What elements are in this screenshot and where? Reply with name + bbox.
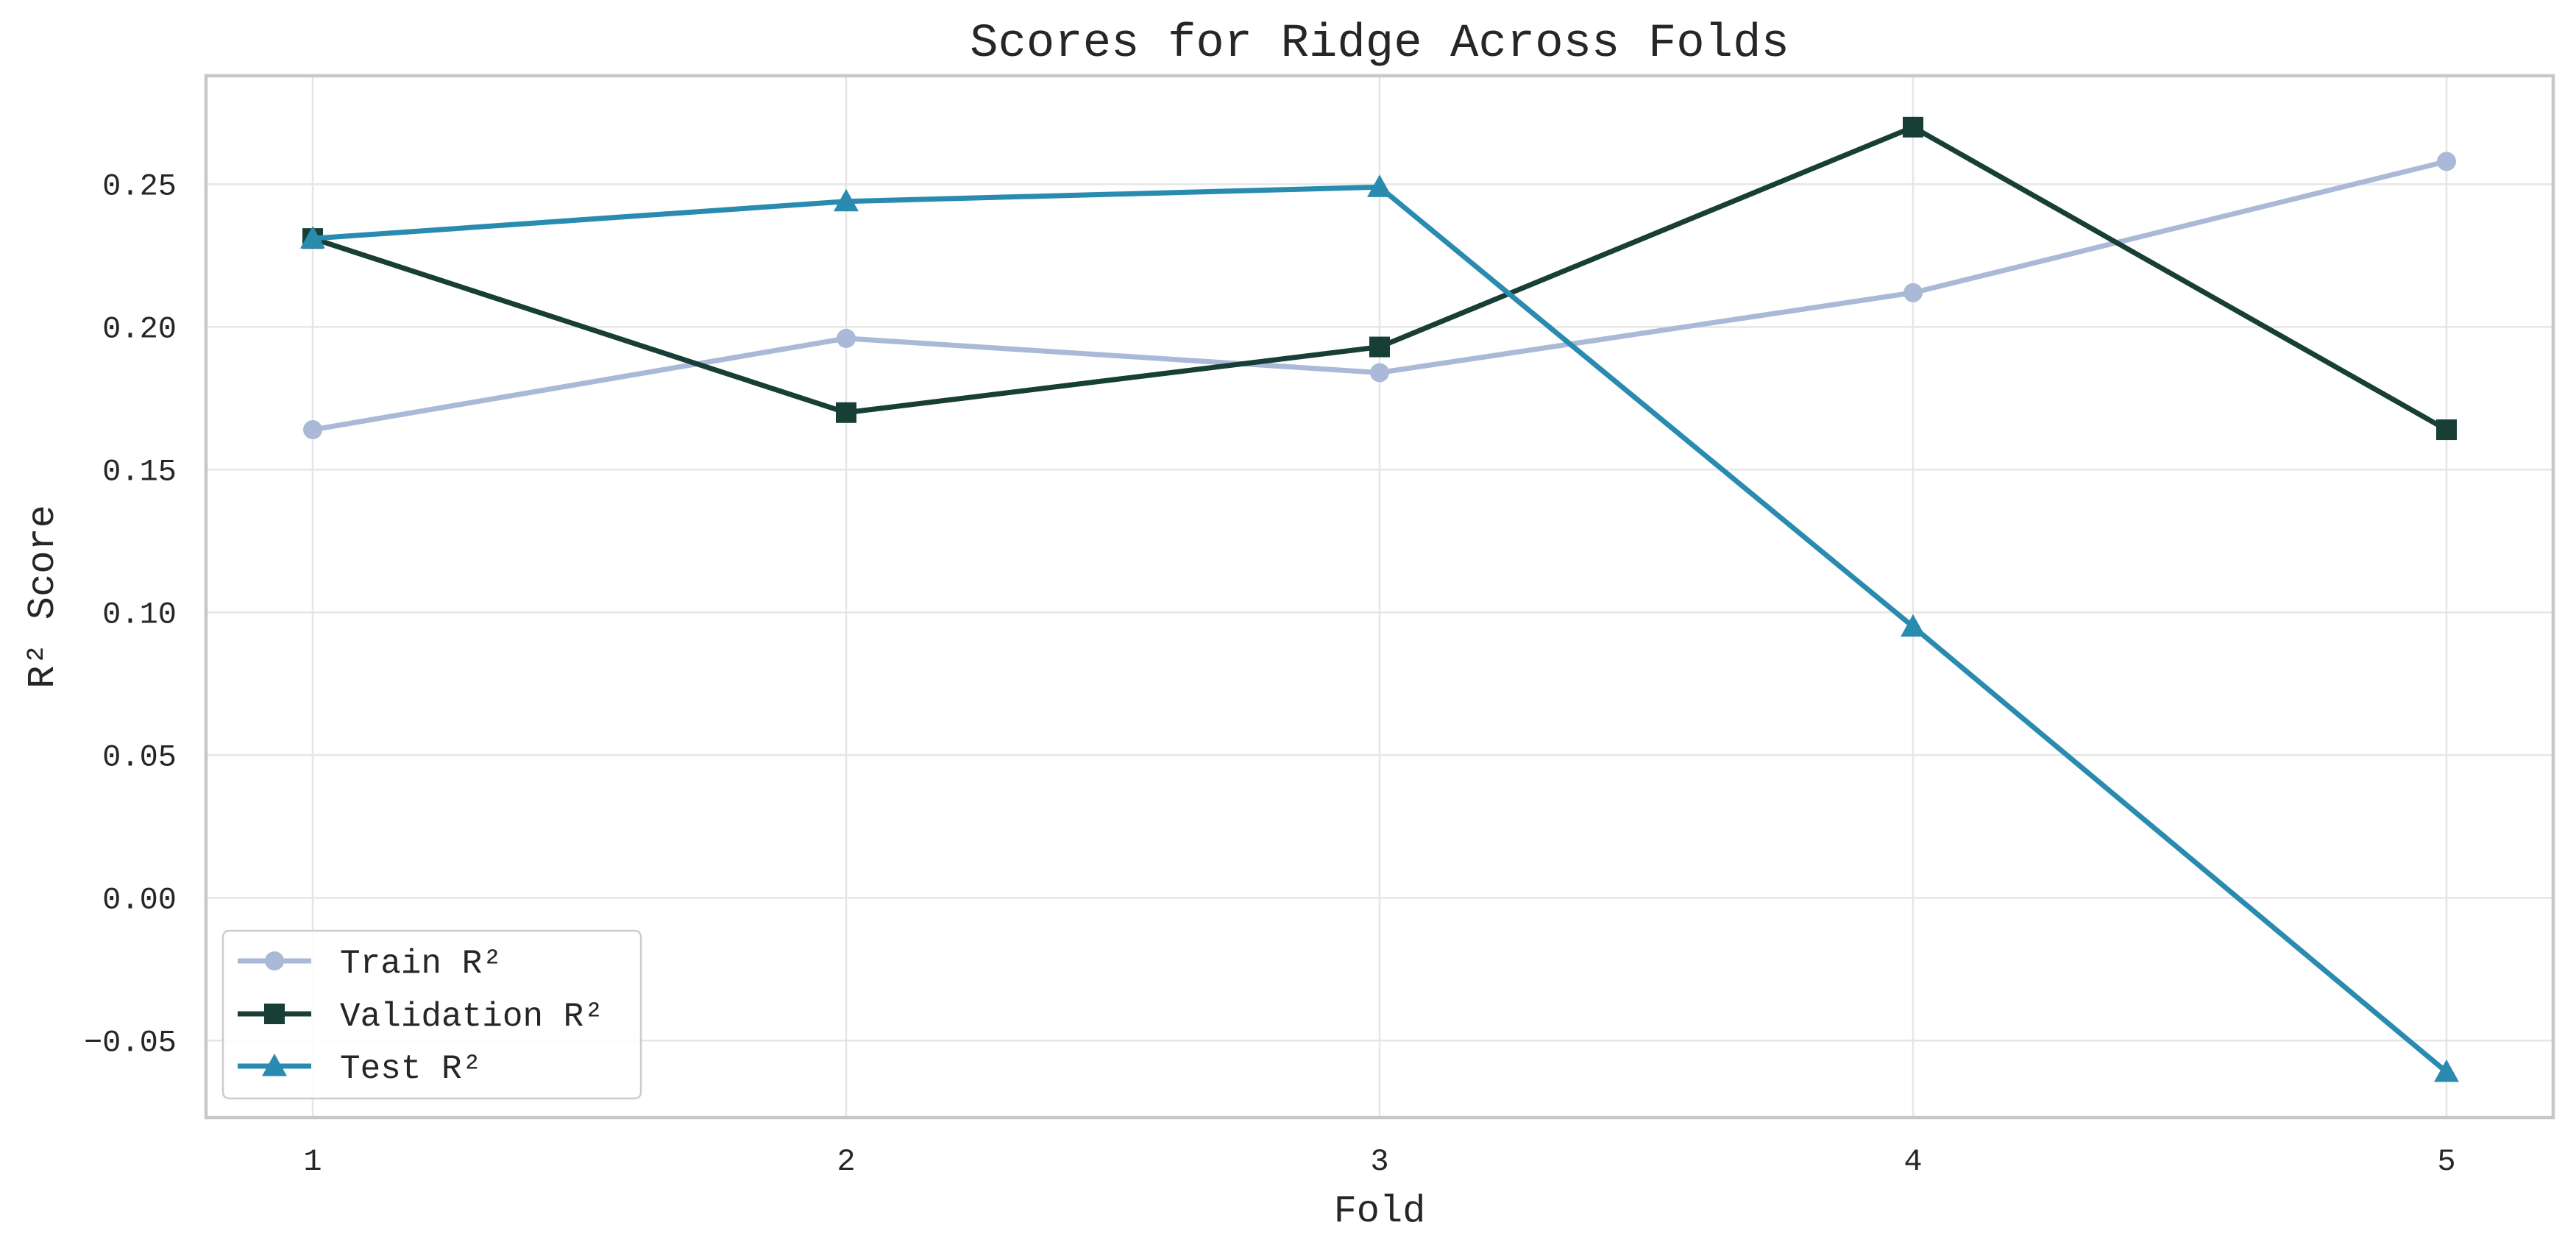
data-point xyxy=(300,226,325,249)
data-point xyxy=(1370,363,1389,383)
y-tick-label: 0.20 xyxy=(102,311,177,347)
data-point xyxy=(834,188,859,212)
y-tick-labels: −0.05 0.00 0.05 0.10 0.15 0.20 0.25 xyxy=(84,168,177,1060)
legend-marker xyxy=(265,951,284,970)
x-tick-label: 2 xyxy=(837,1144,855,1179)
legend-label: Test R² xyxy=(340,1050,482,1088)
legend-box xyxy=(221,929,642,1100)
y-axis-title: R² Score xyxy=(21,505,65,689)
plot-frame xyxy=(204,74,2555,1120)
data-point xyxy=(1367,174,1392,197)
data-point xyxy=(2434,1059,2459,1082)
x-tick-labels: 1 2 3 4 5 xyxy=(303,1144,2455,1179)
series-layer xyxy=(300,116,2459,1082)
data-point xyxy=(1901,614,1926,637)
legend-marker xyxy=(262,1054,287,1076)
legend-label: Validation R² xyxy=(340,998,604,1036)
y-tick-label: −0.05 xyxy=(84,1025,177,1060)
y-gridlines xyxy=(206,183,2553,1042)
y-tick-label: 0.00 xyxy=(102,882,177,917)
data-point xyxy=(2437,152,2456,171)
data-point xyxy=(1903,116,1923,138)
x-tick-label: 5 xyxy=(2437,1144,2455,1179)
x-tick-label: 4 xyxy=(1903,1144,1922,1179)
data-point xyxy=(1903,283,1923,302)
legend-entry-2: Validation R² xyxy=(238,998,604,1036)
x-tick-label: 3 xyxy=(1370,1144,1388,1179)
legend-label: Train R² xyxy=(340,945,503,983)
legend-entry-3: Test R² xyxy=(238,1050,482,1088)
series-3 xyxy=(300,174,2459,1082)
data-point xyxy=(1369,336,1390,358)
data-point xyxy=(303,420,322,440)
legend-marker xyxy=(264,1004,285,1024)
y-tick-label: 0.15 xyxy=(102,454,177,489)
data-point xyxy=(836,402,856,423)
chart-title: Scores for Ridge Across Folds xyxy=(970,18,1789,71)
data-point xyxy=(837,328,856,348)
x-tick-label: 1 xyxy=(303,1144,322,1179)
data-point xyxy=(2436,419,2457,441)
series-1 xyxy=(303,152,2456,440)
x-axis-title: Fold xyxy=(1334,1190,1426,1233)
legend: Train R² Validation R² Test R² xyxy=(221,929,642,1100)
y-tick-label: 0.25 xyxy=(102,168,177,204)
y-tick-label: 0.10 xyxy=(102,597,177,632)
y-tick-label: 0.05 xyxy=(102,739,177,775)
legend-entries: Train R² Validation R² Test R² xyxy=(238,945,604,1088)
legend-entry-1: Train R² xyxy=(238,945,503,983)
